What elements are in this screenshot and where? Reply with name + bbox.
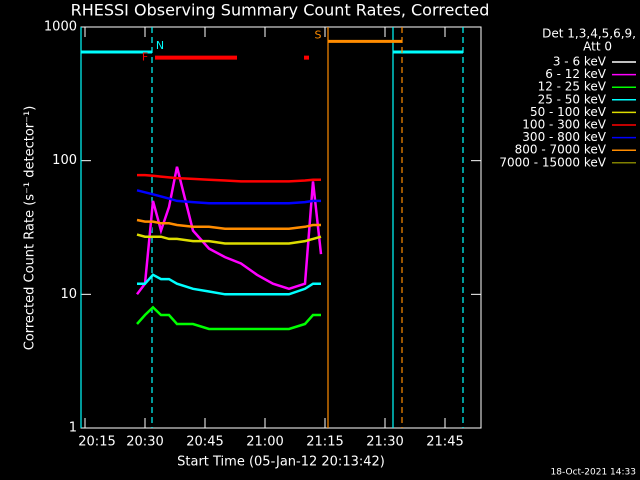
x-tick-label: 20:30 bbox=[126, 435, 163, 450]
legend-label: 7000 - 15000 keV bbox=[499, 155, 606, 169]
y-tick-label: 1 bbox=[69, 421, 77, 436]
legend-label: 50 - 100 keV bbox=[530, 105, 607, 119]
legend-label: 25 - 50 keV bbox=[538, 92, 607, 106]
y-tick-label: 100 bbox=[52, 153, 77, 168]
series-line bbox=[136, 218, 321, 230]
y-tick-label: 10 bbox=[60, 287, 77, 302]
legend-label: 800 - 7000 keV bbox=[515, 143, 607, 157]
flag-label: S bbox=[315, 28, 322, 41]
flag-label: N bbox=[156, 39, 164, 52]
series-line bbox=[137, 273, 321, 296]
legend-title: Att 0 bbox=[583, 40, 612, 54]
legend-label: 12 - 25 keV bbox=[538, 80, 607, 94]
legend-label: 300 - 800 keV bbox=[522, 130, 606, 144]
x-tick-label: 21:15 bbox=[306, 435, 343, 450]
x-tick-label: 21:45 bbox=[426, 435, 463, 450]
chart-title: RHESSI Observing Summary Count Rates, Co… bbox=[71, 1, 490, 20]
x-tick-label: 20:45 bbox=[186, 435, 223, 450]
series-line bbox=[136, 189, 321, 205]
x-tick-label: 21:00 bbox=[246, 435, 283, 450]
y-tick-label: 1000 bbox=[44, 20, 77, 35]
legend-label: 3 - 6 keV bbox=[553, 55, 607, 69]
flag-label: F bbox=[142, 51, 148, 64]
x-tick-label: 20:15 bbox=[78, 435, 115, 450]
legend-label: 100 - 300 keV bbox=[522, 118, 606, 132]
legend-title: Det 1,3,4,5,6,9, bbox=[542, 27, 636, 41]
x-tick-label: 21:30 bbox=[366, 435, 403, 450]
footer: 18-Oct-2021 14:33 bbox=[551, 468, 636, 478]
y-axis-label: Corrected Count Rate (s⁻¹ detector⁻¹) bbox=[23, 106, 38, 351]
legend-label: 6 - 12 keV bbox=[545, 67, 607, 81]
x-axis-label: Start Time (05-Jan-12 20:13:42) bbox=[177, 455, 385, 470]
series-line bbox=[136, 233, 322, 245]
series-line bbox=[136, 305, 321, 331]
series-line bbox=[136, 166, 323, 296]
series-line bbox=[137, 173, 321, 183]
